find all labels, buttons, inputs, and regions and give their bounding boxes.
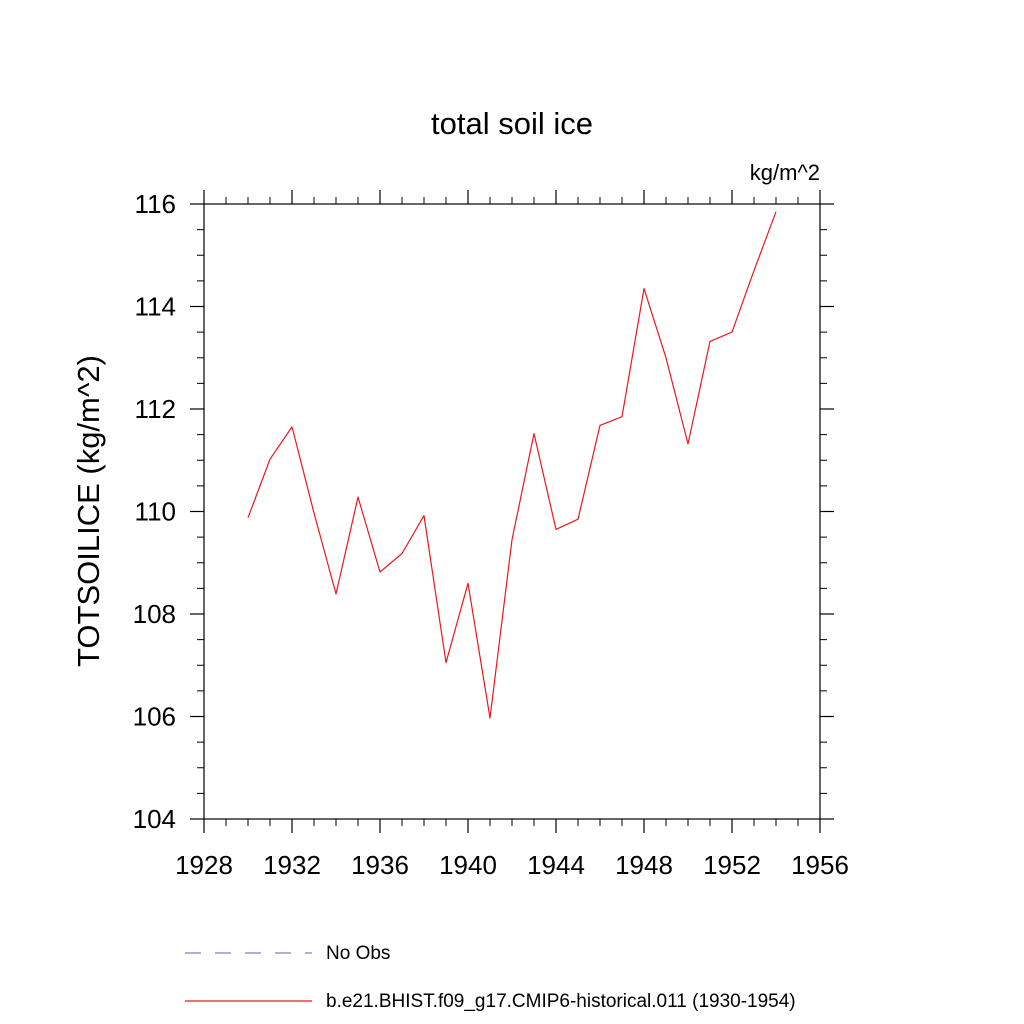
y-tick-label: 110	[135, 497, 176, 527]
y-tick-label: 114	[135, 292, 176, 322]
y-tick-label: 108	[133, 599, 176, 629]
x-tick-label: 1944	[527, 850, 585, 880]
y-axis: 104 106 108 110 112 114 116	[133, 189, 834, 834]
x-tick-label: 1952	[703, 850, 761, 880]
units-label: kg/m^2	[750, 160, 820, 185]
x-tick-label: 1928	[175, 850, 233, 880]
y-tick-label: 112	[135, 394, 176, 424]
plot-frame	[203, 203, 821, 820]
series-layer	[247, 211, 777, 719]
legend-label-no-obs: No Obs	[326, 943, 390, 964]
y-tick-label: 106	[133, 702, 176, 732]
x-tick-label: 1932	[263, 850, 321, 880]
series-line-0	[247, 211, 777, 719]
y-axis-label: TOTSOILICE (kg/m^2)	[71, 355, 106, 667]
y-tick-label: 104	[133, 804, 176, 834]
legend-label-historical: b.e21.BHIST.f09_g17.CMIP6-historical.011…	[326, 991, 796, 1012]
x-tick-label: 1948	[615, 850, 673, 880]
x-tick-label: 1956	[791, 850, 849, 880]
x-tick-label: 1936	[351, 850, 409, 880]
x-tick-label: 1940	[439, 850, 497, 880]
chart-title: total soil ice	[431, 106, 593, 141]
y-tick-label: 116	[135, 189, 176, 219]
x-axis: 1928 1932 1936 1940 1944 1948 1952 1956	[175, 190, 849, 880]
legend: No Obs b.e21.BHIST.f09_g17.CMIP6-histori…	[185, 943, 796, 1012]
